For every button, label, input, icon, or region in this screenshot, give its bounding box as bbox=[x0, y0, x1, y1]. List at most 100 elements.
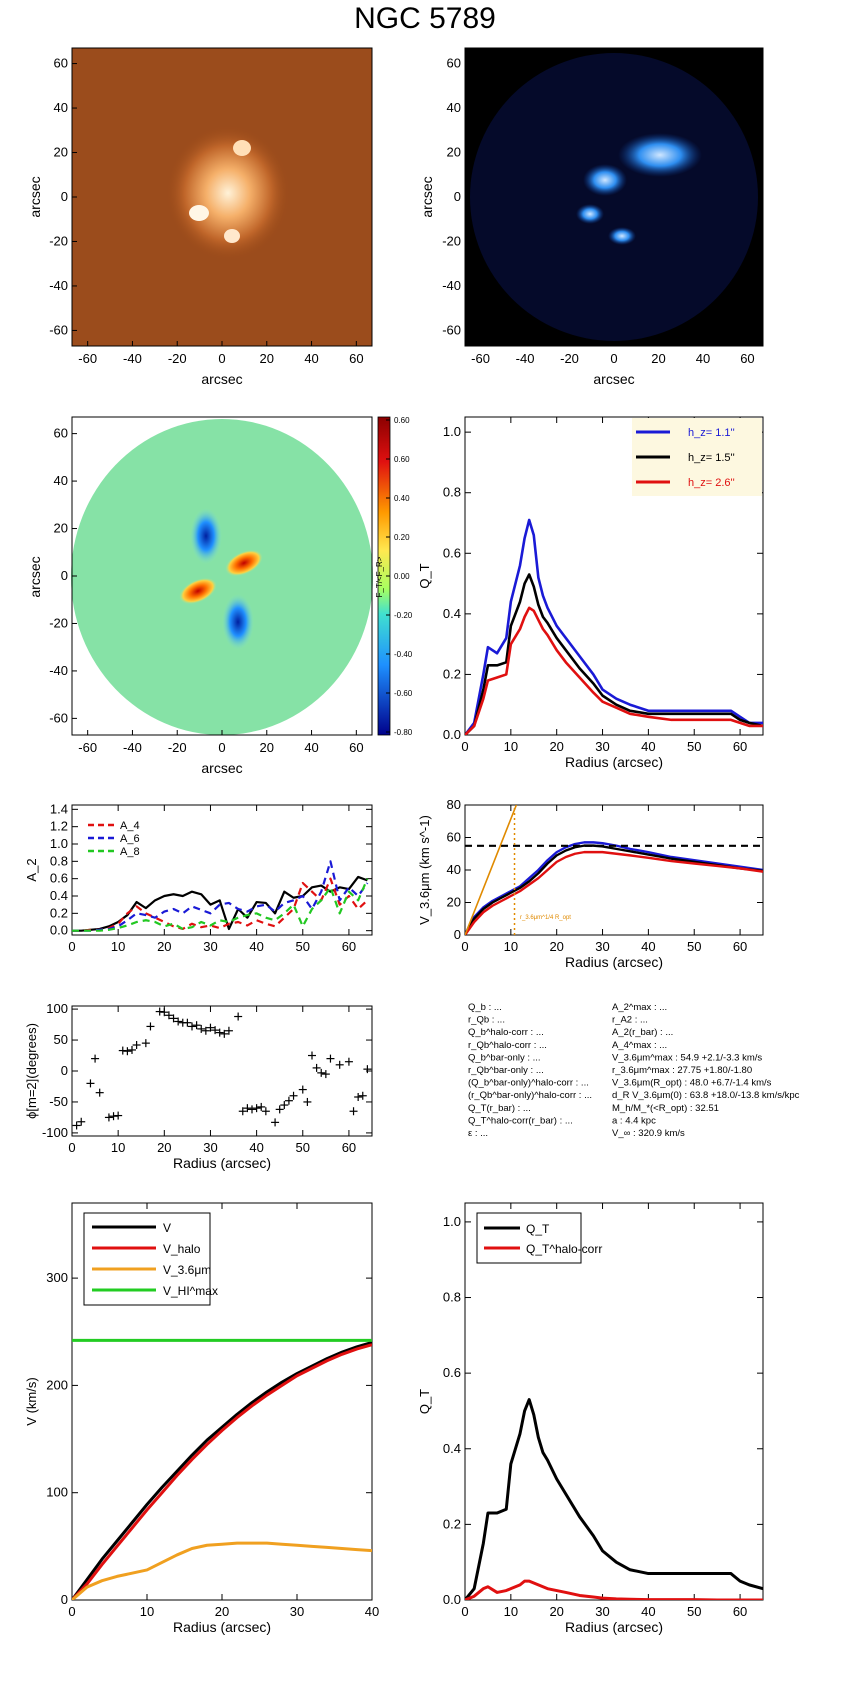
phase-profile-ytick-label: 100 bbox=[46, 1001, 68, 1016]
phase-profile-point bbox=[317, 1068, 326, 1077]
rotation-curve-36-xtick-label: 30 bbox=[595, 939, 609, 954]
qt-profile-ytick-label: 0.2 bbox=[443, 666, 461, 681]
qt-halo-corr-xtick-label: 40 bbox=[641, 1604, 655, 1619]
phase-profile-point bbox=[321, 1070, 330, 1079]
optical-ytick-label: -40 bbox=[49, 278, 68, 293]
qthalo-legend-label: Q_T bbox=[526, 1222, 550, 1236]
qthalo-legend-box bbox=[476, 1212, 582, 1264]
phase-profile-point bbox=[215, 1028, 224, 1037]
qt-legend-label: h_z= 2.6'' bbox=[688, 477, 735, 489]
force-map-panel bbox=[71, 416, 391, 736]
force-ylabel: arcsec bbox=[27, 556, 43, 597]
phase-profile-point bbox=[289, 1091, 298, 1100]
qt-halo-corr-ytick-label: 0.2 bbox=[443, 1516, 461, 1531]
qt-halo-corr-ytick-label: 1.0 bbox=[443, 1214, 461, 1229]
phase-profile-point bbox=[197, 1024, 206, 1033]
hi-xtick-label: -40 bbox=[516, 351, 535, 366]
phase-profile-xlabel: Radius (arcsec) bbox=[173, 1155, 271, 1171]
rotation-curve-36-ytick-label: 20 bbox=[447, 895, 461, 910]
rotation-curve-36-ytick-label: 80 bbox=[447, 797, 461, 812]
qt-profile-xtick-label: 10 bbox=[504, 739, 518, 754]
qt-halo-corr-series-1 bbox=[465, 1579, 763, 1600]
phase-profile-point bbox=[298, 1085, 307, 1094]
phase-profile-ytick-label: 0 bbox=[61, 1063, 68, 1078]
phase-profile-xtick-label: 0 bbox=[68, 1140, 75, 1155]
stats-left-line: Q_b^halo-corr : ... bbox=[468, 1027, 544, 1038]
phase-profile-plot-area bbox=[72, 1007, 372, 1130]
stats-left-line: Q_b : ... bbox=[468, 1002, 502, 1013]
stats-right-line: V_∞ : 320.9 km/s bbox=[612, 1128, 685, 1139]
phase-profile-point bbox=[252, 1104, 261, 1113]
phase-profile-point bbox=[303, 1097, 312, 1106]
hi-emission bbox=[618, 133, 702, 177]
rotation-curve-36-chart: 0 10 20 30 40 50 60 0 20 40 60 80 Radius (arcsec) V_3… bbox=[417, 797, 764, 970]
phase-profile-xtick-label: 40 bbox=[249, 1140, 263, 1155]
phase-profile-point bbox=[280, 1101, 289, 1110]
optical-ytick-label: 0 bbox=[61, 189, 68, 204]
rotation-decomposition-xlabel: Radius (arcsec) bbox=[173, 1619, 271, 1635]
qt-profile-xtick-label: 40 bbox=[641, 739, 655, 754]
stats-right-line: A_2^max : ... bbox=[612, 1002, 667, 1013]
qt-halo-corr-ylabel: Q_T bbox=[417, 1389, 432, 1414]
hi-xtick-label: -20 bbox=[560, 351, 579, 366]
hi-ylabel: arcsec bbox=[419, 176, 435, 217]
rotdec-legend-label: V_halo bbox=[163, 1242, 201, 1256]
qt-halo-corr-ytick-label: 0.6 bbox=[443, 1365, 461, 1380]
phase-profile-ytick-label: -50 bbox=[49, 1094, 68, 1109]
hi-emission bbox=[608, 227, 636, 245]
fourier-legend-label: A_8 bbox=[120, 846, 140, 858]
stats-left-line: (r_Qb^bar-only)^halo-corr : ... bbox=[468, 1090, 592, 1101]
stats-left-line: Q_T(r_bar) : ... bbox=[468, 1103, 531, 1114]
stats-right-line: d_R V_3.6μm(0) : 63.8 +18.0/-13.8 km/s/k… bbox=[612, 1090, 800, 1101]
fourier-amplitudes-chart: 0 10 20 30 40 50 60 0.0 0.2 0.4 0.6 0.8 1.0 1.2 1.4 A_2… bbox=[24, 801, 373, 954]
optical-knot bbox=[224, 229, 240, 243]
phase-profile-point bbox=[335, 1060, 344, 1069]
phase-profile-point bbox=[188, 1022, 196, 1031]
fourier-amplitudes-ytick-label: 0.4 bbox=[50, 888, 68, 903]
phase-profile-point bbox=[354, 1093, 363, 1101]
qt-legend-label: h_z= 1.5'' bbox=[688, 452, 735, 464]
hi-ytick-label: -20 bbox=[442, 233, 461, 248]
rotation-curve-36-frame bbox=[464, 804, 764, 936]
force-xtick-label: 60 bbox=[349, 740, 363, 755]
qt-halo-corr-series-0 bbox=[465, 1398, 763, 1600]
qt-profile-xtick-label: 0 bbox=[461, 739, 468, 754]
stats-right-line: A_2(r_bar) : ... bbox=[612, 1027, 673, 1038]
phase-profile-point bbox=[206, 1023, 215, 1032]
stats-left-line: r_Qb : ... bbox=[468, 1015, 505, 1026]
qt-halo-corr-xtick-label: 10 bbox=[504, 1604, 518, 1619]
phase-profile-point bbox=[146, 1022, 155, 1031]
phase-profile-point bbox=[132, 1041, 141, 1049]
hi-xlabel: arcsec bbox=[593, 371, 634, 387]
qt-profile-plot-area bbox=[465, 518, 763, 735]
phase-profile-point bbox=[220, 1029, 229, 1038]
stats-right-line: a : 4.4 kpc bbox=[612, 1115, 656, 1126]
optical-ytick-label: 40 bbox=[54, 100, 68, 115]
colorbar-label: F_T/<F_R> bbox=[375, 556, 384, 597]
optical-knot bbox=[189, 205, 209, 221]
fourier-amplitudes-ytick-label: 0.6 bbox=[50, 871, 68, 886]
hi-ytick-label: -40 bbox=[442, 278, 461, 293]
qt-profile-series-2 bbox=[465, 606, 763, 735]
phase-profile-ytick-label: 50 bbox=[54, 1032, 68, 1047]
phase-profile-point bbox=[308, 1051, 316, 1060]
phase-profile-point bbox=[91, 1054, 100, 1063]
phase-profile-point bbox=[123, 1047, 132, 1056]
fourier-amplitudes-xtick-label: 30 bbox=[203, 939, 217, 954]
fourier-amplitudes-xtick-label: 60 bbox=[342, 939, 356, 954]
qt-halo-corr-xtick-label: 0 bbox=[461, 1604, 468, 1619]
phase-profile-point bbox=[211, 1026, 220, 1035]
force-xtick-label: 0 bbox=[218, 740, 225, 755]
stats-left-line: r_Qb^bar-only : ... bbox=[468, 1065, 544, 1076]
fourier-amplitudes-ytick-label: 0.2 bbox=[50, 905, 68, 920]
rotation-decomposition-ytick-label: 0 bbox=[61, 1592, 68, 1607]
qt-halo-corr-ytick-label: 0.4 bbox=[443, 1441, 461, 1456]
rotation-decomposition-xtick-label: 0 bbox=[68, 1604, 75, 1619]
qt-legend-label: h_z= 1.1'' bbox=[688, 427, 735, 439]
qt-profile-ylabel: Q_T bbox=[417, 563, 432, 588]
fourier-amplitudes-series-1 bbox=[72, 877, 369, 932]
force-blue-lobe bbox=[222, 594, 254, 650]
hi-emission bbox=[583, 164, 627, 196]
phase-profile-point bbox=[275, 1105, 284, 1114]
